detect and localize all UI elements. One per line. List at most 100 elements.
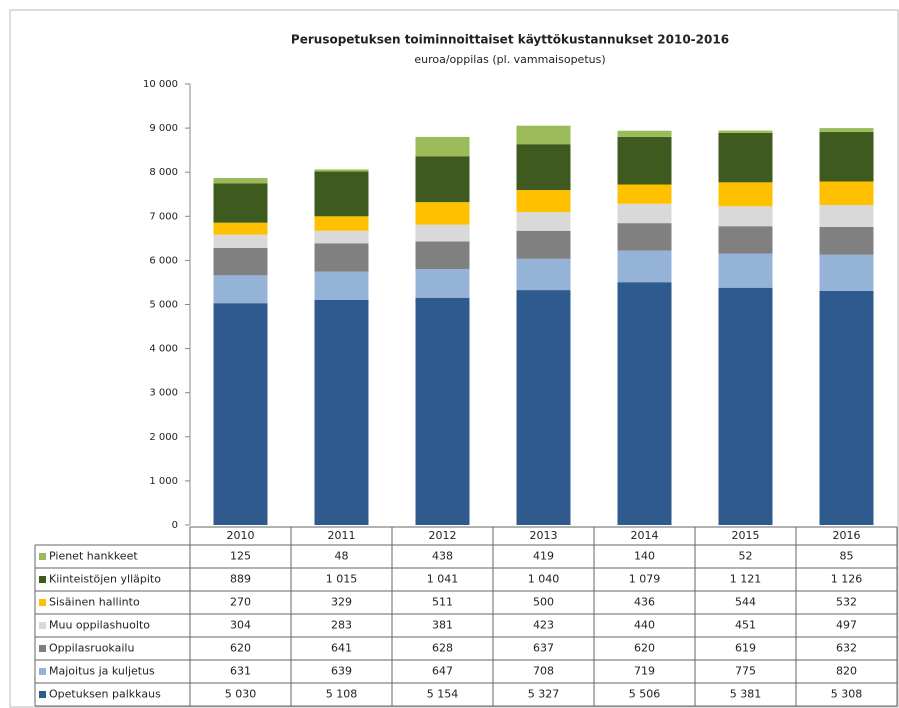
table-value: 620 <box>230 642 251 655</box>
table-value: 5 327 <box>528 688 560 701</box>
table-value: 419 <box>533 550 554 563</box>
table-value: 775 <box>735 665 756 678</box>
frame <box>9 9 899 708</box>
bar-segment <box>314 299 369 525</box>
y-tick-label: 7 000 <box>149 211 178 222</box>
y-tick-label: 0 <box>172 520 178 531</box>
bar-segment <box>415 241 470 270</box>
bar-segment <box>718 130 773 133</box>
bar-segment <box>718 132 773 183</box>
y-tick-label: 8 000 <box>149 167 178 178</box>
legend-label: Opetuksen palkkaus <box>49 688 161 701</box>
y-tick-label: 6 000 <box>149 255 178 266</box>
table-value: 5 030 <box>225 688 257 701</box>
table-value: 85 <box>840 550 854 563</box>
bar-segment <box>415 297 470 525</box>
y-tick-label: 5 000 <box>149 300 178 311</box>
table-value: 304 <box>230 619 251 632</box>
table-value: 283 <box>331 619 352 632</box>
table-value: 451 <box>735 619 756 632</box>
table-value: 440 <box>634 619 655 632</box>
bar-segment <box>516 190 571 213</box>
table-value: 1 015 <box>326 573 358 586</box>
bar-segment <box>415 156 470 203</box>
legend-label: Oppilasruokailu <box>49 642 134 655</box>
bar-segment <box>415 136 470 157</box>
y-tick-label: 10 000 <box>143 79 178 90</box>
y-tick-label: 3 000 <box>149 388 178 399</box>
table-value: 1 041 <box>427 573 459 586</box>
table-value: 532 <box>836 596 857 609</box>
x-tick-label: 2016 <box>833 529 861 542</box>
bar-segment <box>617 250 672 283</box>
table-value: 619 <box>735 642 756 655</box>
table-value: 1 040 <box>528 573 560 586</box>
legend-swatch <box>39 668 46 675</box>
bar-segment <box>213 275 268 304</box>
table-value: 438 <box>432 550 453 563</box>
bar-segment <box>819 181 874 205</box>
bar-segment <box>819 226 874 255</box>
bar-segment <box>415 224 470 242</box>
x-tick-label: 2014 <box>631 529 659 542</box>
bar-segment <box>213 234 268 249</box>
table-value: 647 <box>432 665 453 678</box>
table-value: 641 <box>331 642 352 655</box>
legend-swatch <box>39 576 46 583</box>
x-tick-label: 2010 <box>227 529 255 542</box>
bar-segment <box>819 290 874 525</box>
table-value: 544 <box>735 596 756 609</box>
bar-segment <box>617 223 672 251</box>
table-value: 329 <box>331 596 352 609</box>
table-value: 1 126 <box>831 573 863 586</box>
bar-segment <box>718 287 773 525</box>
bar-segment <box>718 182 773 207</box>
bar-segment <box>617 203 672 224</box>
table-value: 628 <box>432 642 453 655</box>
table-value: 497 <box>836 619 857 632</box>
legend-swatch <box>39 645 46 652</box>
y-tick-label: 2 000 <box>149 432 178 443</box>
legend-swatch <box>39 553 46 560</box>
legend-label: Pienet hankkeet <box>49 550 138 563</box>
bar-segment <box>213 222 268 235</box>
legend-label: Muu oppilashuolto <box>49 619 150 632</box>
bar-segment <box>213 177 268 184</box>
table-value: 637 <box>533 642 554 655</box>
y-tick-label: 9 000 <box>149 123 178 134</box>
legend-swatch <box>39 599 46 606</box>
y-tick-label: 4 000 <box>149 344 178 355</box>
table-value: 52 <box>739 550 753 563</box>
table-value: 48 <box>335 550 349 563</box>
table-value: 719 <box>634 665 655 678</box>
bar-segment <box>819 128 874 132</box>
table-value: 639 <box>331 665 352 678</box>
bar-segment <box>516 212 571 231</box>
legend-label: Kiinteistöjen ylläpito <box>49 573 161 586</box>
bar-segment <box>516 230 571 259</box>
table-value: 436 <box>634 596 655 609</box>
legend-label: Majoitus ja kuljetus <box>49 665 155 678</box>
x-tick-label: 2012 <box>429 529 457 542</box>
bar-segment <box>516 144 571 191</box>
legend-label: Sisäinen hallinto <box>49 596 140 609</box>
bar-segment <box>819 131 874 182</box>
bar-segment <box>415 269 470 298</box>
x-tick-label: 2015 <box>732 529 760 542</box>
legend-swatch <box>39 691 46 698</box>
bar-segment <box>314 169 369 172</box>
table-value: 889 <box>230 573 251 586</box>
y-tick-label: 1 000 <box>149 476 178 487</box>
x-tick-label: 2013 <box>530 529 558 542</box>
bar-segment <box>314 230 369 244</box>
bar-segment <box>516 125 571 145</box>
bar-segment <box>718 253 773 288</box>
bar-segment <box>314 271 369 300</box>
bar-segment <box>718 226 773 254</box>
table-value: 620 <box>634 642 655 655</box>
table-value: 511 <box>432 596 453 609</box>
table-value: 5 381 <box>730 688 762 701</box>
bar-segment <box>415 202 470 225</box>
